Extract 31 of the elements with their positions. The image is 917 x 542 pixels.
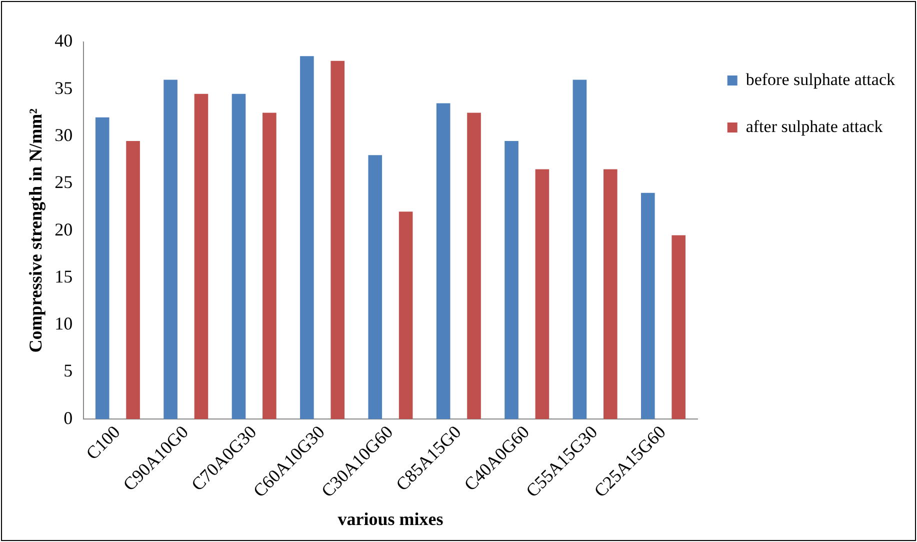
bar	[672, 235, 686, 420]
bar	[572, 80, 587, 420]
legend-label: before sulphate attack	[746, 70, 896, 89]
bar	[164, 80, 178, 420]
y-tick-label: 0	[64, 408, 73, 428]
bar	[398, 212, 413, 420]
y-tick-label: 35	[54, 78, 73, 98]
y-tick-label: 30	[54, 125, 73, 145]
bar	[300, 56, 314, 420]
bar	[194, 94, 208, 420]
bar	[467, 112, 481, 420]
legend-label: after sulphate attack	[746, 116, 884, 136]
bar	[262, 112, 276, 420]
bar	[126, 140, 140, 420]
x-axis-title: various mixes	[338, 508, 444, 529]
y-axis-title: Compressive strength in N/mm²	[25, 108, 46, 353]
bar	[232, 94, 246, 420]
y-tick-label: 15	[54, 266, 73, 286]
y-tick-label: 20	[54, 219, 73, 240]
bar	[95, 117, 110, 420]
bar	[604, 169, 618, 420]
y-tick-label: 40	[54, 30, 73, 51]
y-tick-label: 10	[54, 314, 73, 334]
y-tick-label: 25	[54, 172, 73, 192]
bar	[504, 140, 518, 420]
bar	[436, 103, 450, 420]
bar	[368, 155, 382, 420]
y-tick-label: 5	[64, 360, 73, 381]
bar	[330, 60, 345, 420]
bar	[641, 192, 655, 420]
bar	[535, 169, 550, 420]
